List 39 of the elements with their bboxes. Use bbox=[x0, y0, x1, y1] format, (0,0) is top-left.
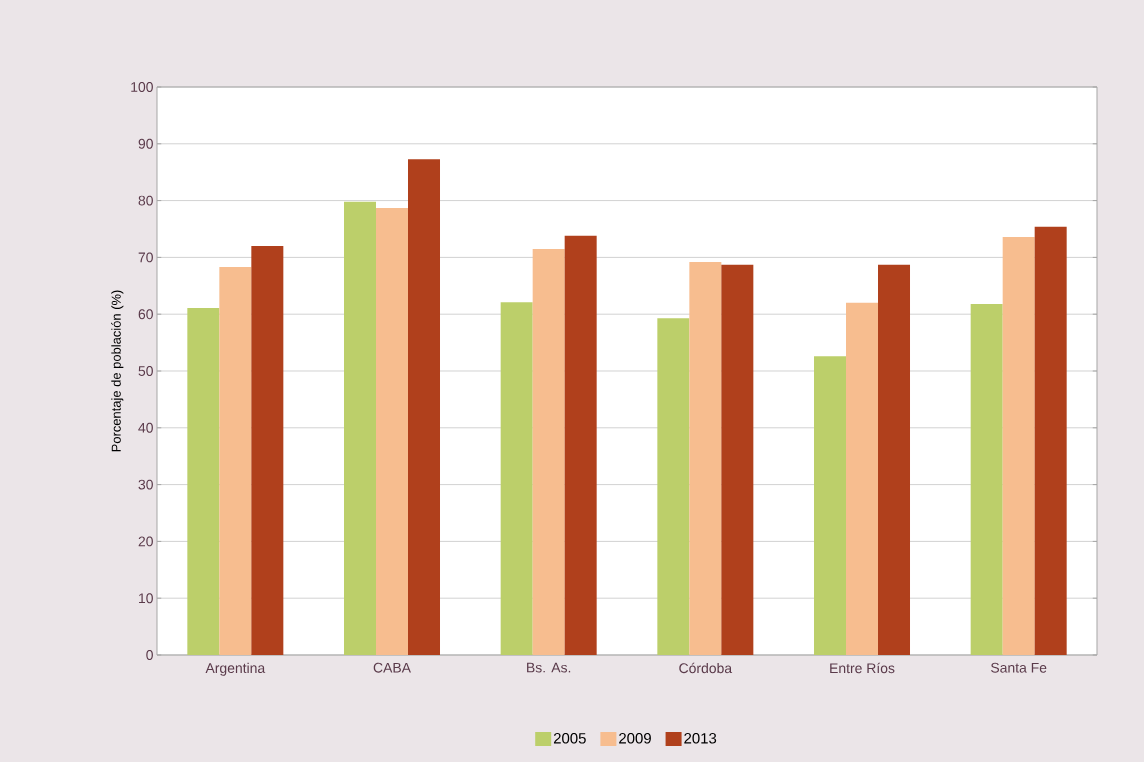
y-tick-label: 90 bbox=[138, 138, 153, 149]
x-tick-label: Entre Ríos bbox=[830, 662, 895, 674]
bar bbox=[1002, 236, 1035, 655]
y-tick-label: 0 bbox=[146, 650, 153, 660]
bar bbox=[187, 307, 220, 655]
bar bbox=[500, 302, 533, 655]
bar bbox=[1034, 226, 1067, 655]
y-tick-label: 10 bbox=[139, 593, 153, 604]
x-tick-label: CABA bbox=[373, 662, 411, 673]
bar bbox=[689, 261, 722, 655]
bar bbox=[408, 159, 440, 655]
bar bbox=[344, 201, 376, 655]
y-tick-label: 40 bbox=[138, 422, 153, 433]
legend-label: 2005 bbox=[553, 733, 586, 744]
y-tick-label: 80 bbox=[138, 195, 153, 206]
bar bbox=[721, 264, 754, 655]
bar bbox=[846, 302, 879, 655]
y-tick-label: 30 bbox=[138, 479, 153, 490]
y-tick-label: 20 bbox=[138, 536, 153, 547]
bar bbox=[219, 267, 252, 655]
bar bbox=[532, 248, 565, 655]
bar bbox=[376, 207, 408, 655]
y-tick-label: 70 bbox=[138, 252, 153, 263]
bar bbox=[878, 264, 911, 655]
x-tick-label: Argentina bbox=[205, 662, 266, 676]
y-axis-title: Porcentaje de población (%) bbox=[111, 290, 124, 452]
bar bbox=[657, 318, 690, 655]
x-tick-label: Bs. As. bbox=[527, 662, 571, 673]
y-tick-label: 100 bbox=[131, 82, 153, 92]
bar bbox=[970, 303, 1003, 655]
legend-label: 2013 bbox=[684, 733, 717, 744]
y-tick-label: 60 bbox=[138, 309, 153, 320]
bar bbox=[251, 246, 284, 655]
x-tick-label: Santa Fe bbox=[991, 662, 1047, 673]
legend-label: 2009 bbox=[619, 733, 651, 744]
y-tick-label: 50 bbox=[138, 366, 153, 376]
bar bbox=[564, 235, 597, 655]
bar bbox=[814, 356, 847, 655]
x-tick-label: Córdoba bbox=[679, 662, 733, 674]
